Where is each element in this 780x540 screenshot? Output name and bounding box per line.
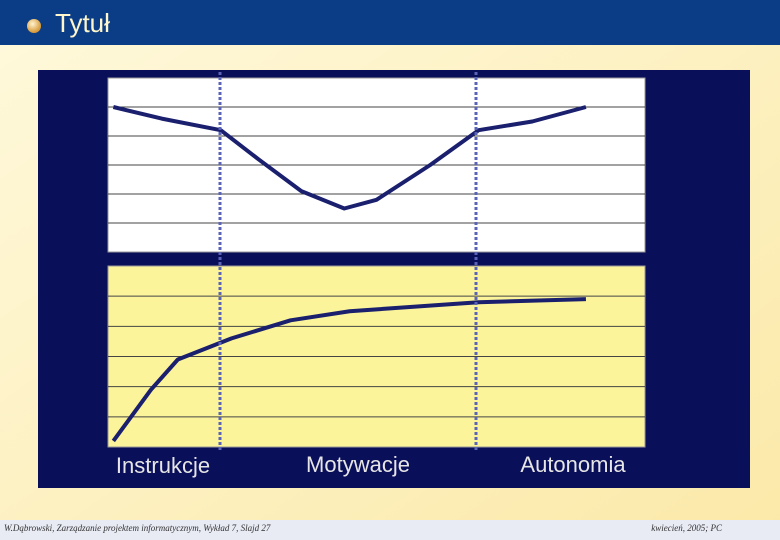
phase-label: Autonomia <box>520 452 626 477</box>
line <box>111 297 586 443</box>
title: Tytuł <box>55 8 110 38</box>
footer-bar <box>0 520 780 540</box>
phase-label: Motywacje <box>306 452 410 477</box>
line <box>112 105 587 211</box>
bullet <box>27 19 41 33</box>
header-bar <box>0 0 780 45</box>
footer-right: kwiecień, 2005; PC <box>651 523 723 533</box>
phase-label: Instrukcje <box>116 453 210 478</box>
charts <box>107 77 646 448</box>
footer-left: W.Dąbrowski, Zarządzanie projektem infor… <box>4 523 271 533</box>
